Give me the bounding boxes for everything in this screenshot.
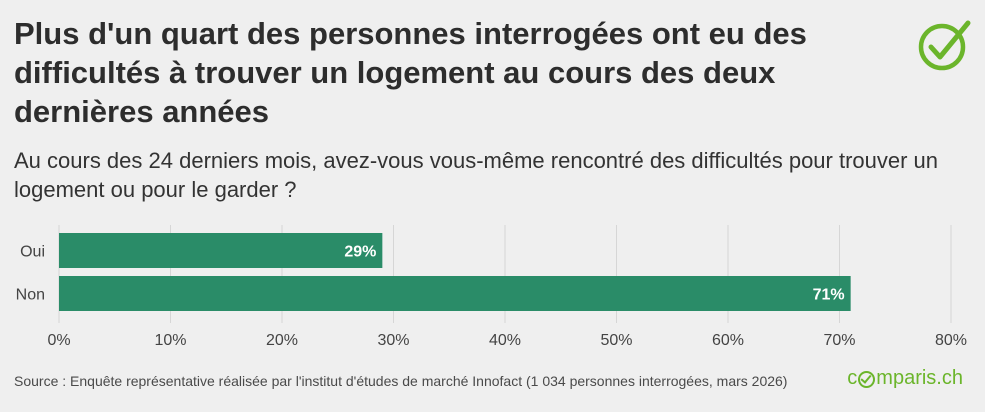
- bars: 29% 71%: [59, 233, 851, 311]
- chart-subtitle: Au cours des 24 derniers mois, avez-vous…: [14, 148, 939, 202]
- comparis-logo[interactable]: c mparis.ch: [847, 367, 963, 390]
- bar: [59, 233, 383, 268]
- logo-text-end: mparis.ch: [876, 367, 963, 389]
- data-label: 29%: [344, 244, 376, 261]
- chart-title: Plus d'un quart des personnes interrogée…: [14, 16, 807, 129]
- checkmark-circle-icon: [918, 20, 971, 71]
- category-labels: Oui Non: [16, 244, 45, 304]
- x-tick-label: 0%: [47, 332, 70, 349]
- category-label: Non: [16, 287, 45, 304]
- logo-text-start: c: [847, 367, 858, 389]
- source-note: Source : Enquête représentative réalisée…: [14, 373, 788, 389]
- category-label: Oui: [20, 244, 45, 261]
- bar-chart: 29% 71% Oui Non 0% 10% 20% 30% 40% 50% 60% 70% 80%: [16, 225, 967, 349]
- bar: [59, 276, 851, 311]
- x-tick-label: 50%: [600, 332, 632, 349]
- x-tick-label: 20%: [266, 332, 298, 349]
- x-tick-label: 70%: [823, 332, 855, 349]
- x-tick-label: 40%: [489, 332, 521, 349]
- x-tick-label: 80%: [935, 332, 967, 349]
- x-tick-label: 30%: [377, 332, 409, 349]
- x-axis-tick-labels: 0% 10% 20% 30% 40% 50% 60% 70% 80%: [47, 332, 967, 349]
- x-tick-label: 10%: [154, 332, 186, 349]
- x-tick-label: 60%: [712, 332, 744, 349]
- data-label: 71%: [813, 287, 845, 304]
- logo-check-icon: [858, 371, 876, 388]
